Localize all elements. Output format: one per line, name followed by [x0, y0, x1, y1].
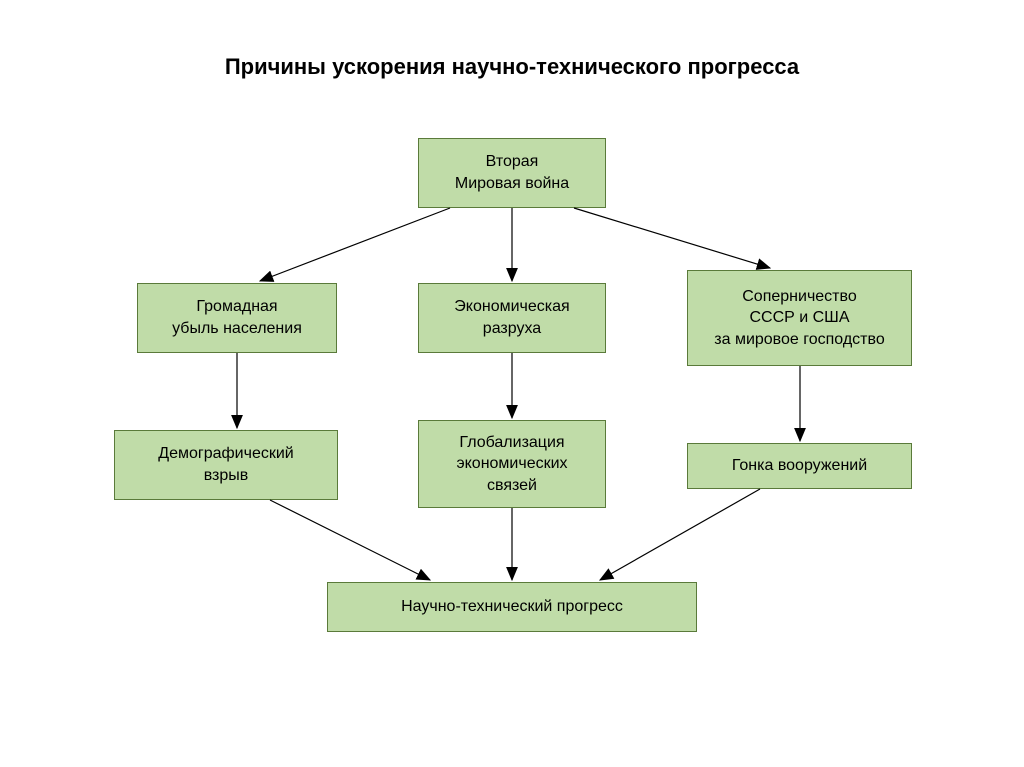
node-label: Глобализацияэкономическихсвязей — [456, 432, 567, 497]
node-mid-c: Экономическаяразруха — [418, 283, 606, 353]
node-bot-r: Гонка вооружений — [687, 443, 912, 489]
node-label: Научно-технический прогресс — [401, 596, 623, 618]
node-label: Экономическаяразруха — [454, 296, 569, 339]
node-bot-l: Демографическийвзрыв — [114, 430, 338, 500]
node-label: Демографическийвзрыв — [158, 443, 293, 486]
node-root: ВтораяМировая война — [418, 138, 606, 208]
node-label: Гонка вооружений — [732, 455, 867, 477]
diagram-title: Причины ускорения научно-технического пр… — [0, 54, 1024, 80]
node-label: ВтораяМировая война — [455, 151, 569, 194]
arrows-layer — [0, 0, 1024, 767]
node-label: Громаднаяубыль населения — [172, 296, 302, 339]
node-final: Научно-технический прогресс — [327, 582, 697, 632]
node-bot-c: Глобализацияэкономическихсвязей — [418, 420, 606, 508]
node-label: СоперничествоСССР и СШАза мировое господ… — [714, 286, 884, 351]
node-mid-r: СоперничествоСССР и СШАза мировое господ… — [687, 270, 912, 366]
node-mid-l: Громаднаяубыль населения — [137, 283, 337, 353]
